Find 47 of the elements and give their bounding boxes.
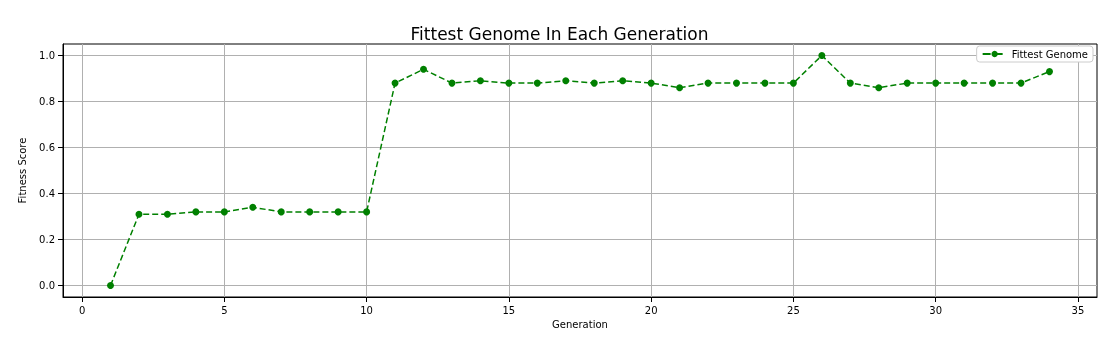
y-tick-label: 0.8 (39, 96, 55, 107)
point (306, 208, 314, 216)
point (163, 210, 171, 218)
x-tick-label: 5 (221, 304, 228, 316)
point (818, 52, 826, 59)
point (619, 77, 627, 85)
x-axis-title: Generation (552, 319, 608, 331)
x-tick-label: 35 (1071, 304, 1085, 316)
point (903, 79, 911, 87)
point (192, 208, 200, 216)
y-tick-label: 1.0 (39, 50, 55, 61)
point (875, 84, 883, 92)
point (476, 77, 484, 85)
x-tick-label: 0 (78, 304, 86, 316)
point (107, 282, 115, 289)
point (533, 79, 541, 87)
point (676, 84, 684, 92)
point (135, 210, 143, 218)
point (1045, 68, 1053, 76)
point (277, 208, 285, 216)
y-axis-title: Fitness Score (16, 137, 28, 204)
point (334, 208, 342, 216)
point (960, 79, 968, 87)
point (420, 65, 428, 73)
point (249, 203, 257, 211)
y-tick-label: 0.0 (39, 280, 55, 291)
y-tick-label: 0.6 (39, 142, 55, 153)
point (733, 79, 740, 87)
point (220, 208, 228, 216)
legend-label: Fittest Genome (1011, 48, 1088, 60)
point (562, 77, 570, 85)
y-tick-label: 0.2 (39, 234, 55, 245)
x-tick-label: 30 (929, 304, 943, 316)
point (647, 79, 655, 87)
point (989, 79, 997, 87)
x-tick-label: 25 (787, 304, 800, 316)
x-tick-label: 10 (360, 304, 373, 316)
x-tick-label: 20 (644, 304, 658, 316)
point (846, 79, 854, 87)
point (590, 79, 598, 87)
point (789, 79, 797, 87)
point (505, 79, 513, 87)
x-tick-label: 15 (502, 304, 516, 316)
chart-title: Fittest Genome In Each Generation (410, 23, 709, 44)
y-tick-label: 0.4 (39, 188, 55, 199)
point (363, 208, 371, 216)
point (932, 79, 940, 87)
